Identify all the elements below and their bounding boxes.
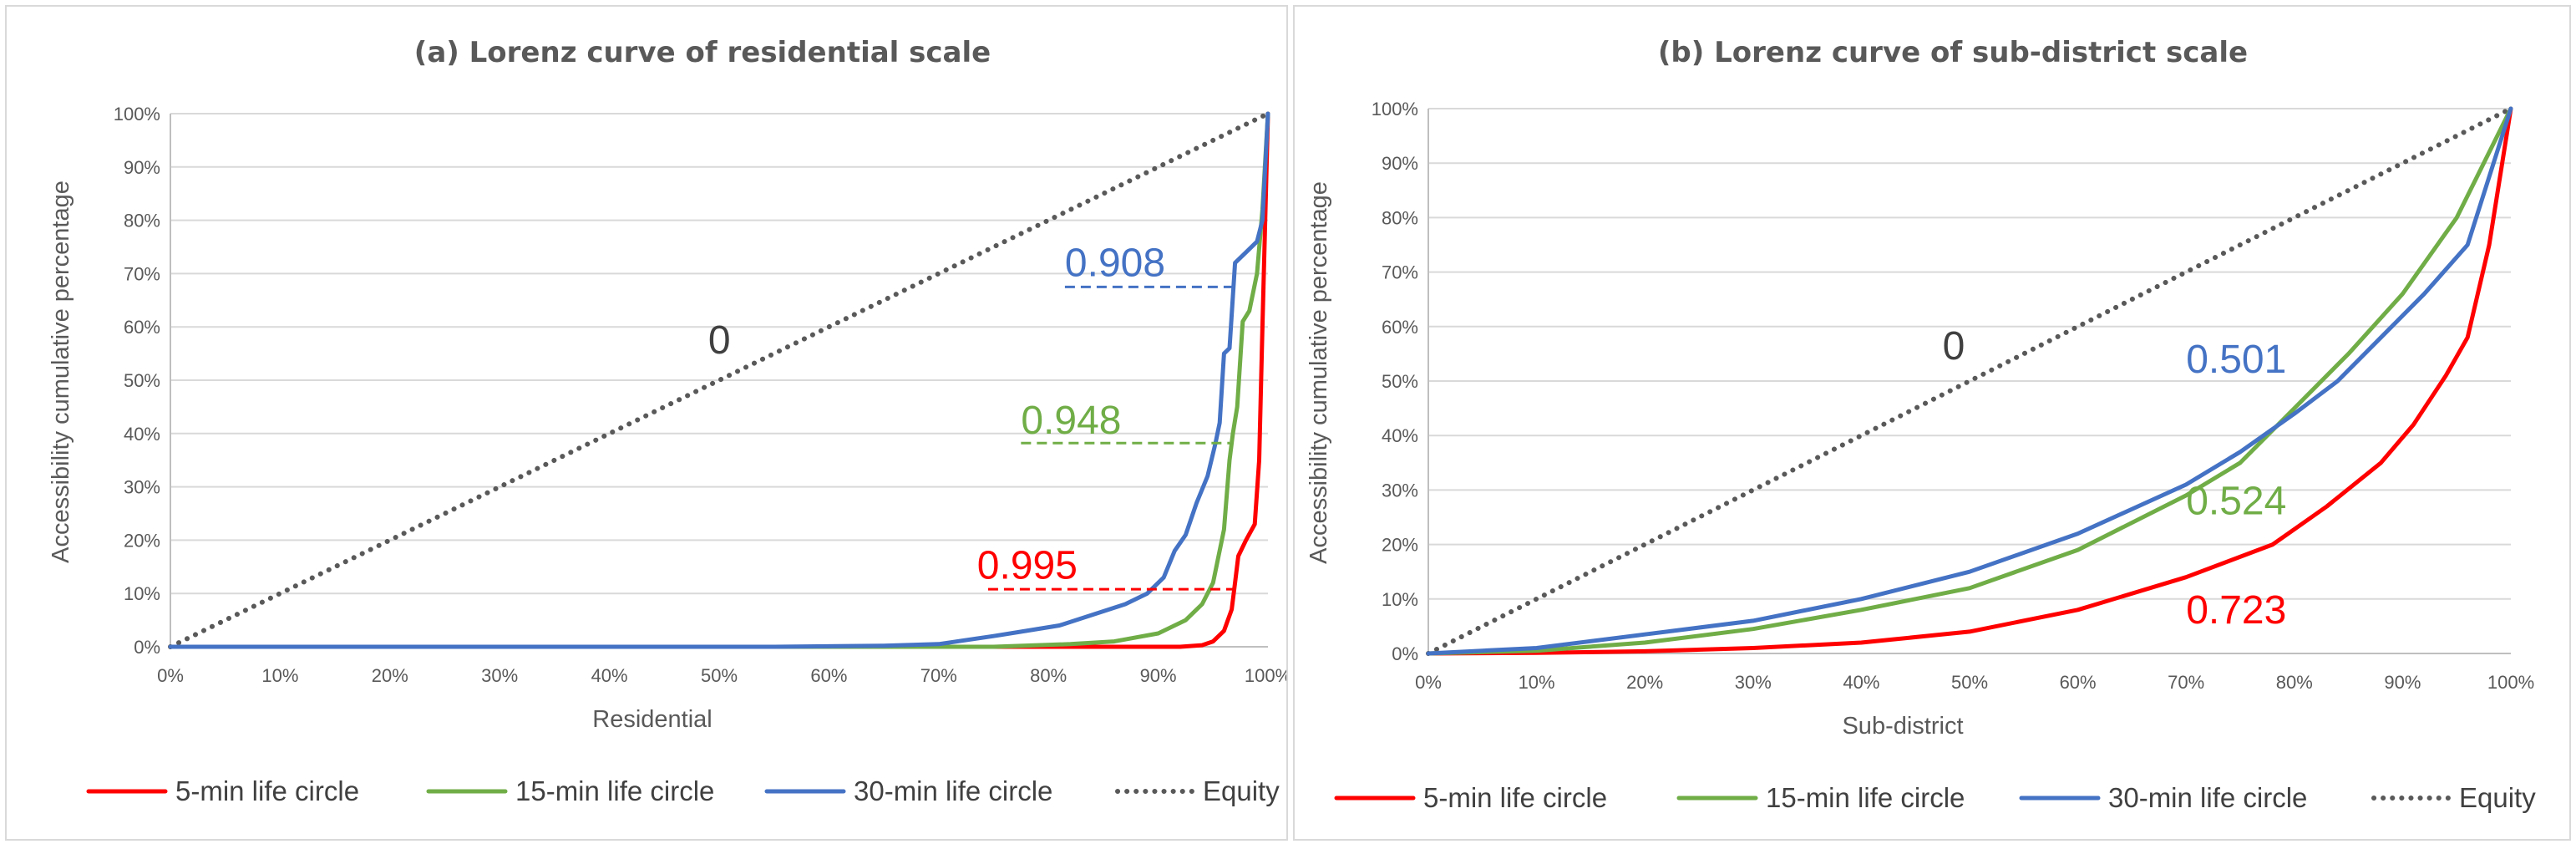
legend-label: 30-min life circle: [2108, 782, 2307, 813]
series-line-equity: [1426, 106, 2513, 656]
x-tick-label: 70%: [920, 665, 957, 686]
x-tick-label: 100%: [1245, 665, 1286, 686]
y-tick-label: 60%: [1382, 317, 1418, 338]
y-tick-label: 0%: [134, 637, 160, 658]
x-tick-label: 10%: [261, 665, 298, 686]
x-tick-label: 10%: [1519, 672, 1555, 693]
x-axis-label: Sub-district: [1842, 713, 1963, 740]
gini-annotation: 0.524: [2186, 480, 2286, 524]
series-line-15-min-life-circle: [1426, 106, 2513, 656]
x-tick-label: 100%: [2487, 672, 2534, 693]
gini-annotation: 0: [1943, 324, 1965, 369]
x-tick-label: 80%: [1030, 665, 1067, 686]
legend-label: 30-min life circle: [854, 775, 1052, 806]
y-axis-label: Accessibility cumulative percentage: [48, 180, 74, 563]
lorenz-chart-residential: (a) Lorenz curve of residential scale 0% 1…: [48, 36, 1286, 806]
y-tick-label: 40%: [124, 424, 160, 445]
x-tick-label: 20%: [1626, 672, 1663, 693]
y-tick-label: 70%: [124, 263, 160, 284]
legend-label: 15-min life circle: [515, 775, 714, 806]
gini-annotation: 0.948: [1021, 399, 1121, 443]
legend-label: 15-min life circle: [1766, 782, 1965, 813]
gini-annotation: 0.723: [2186, 588, 2286, 633]
legend-label: 5-min life circle: [175, 775, 359, 806]
gini-annotation: 0.995: [977, 543, 1078, 587]
series-line-30-min-life-circle: [1426, 106, 2513, 656]
x-tick-label: 80%: [2276, 672, 2313, 693]
legend-label: Equity: [2459, 782, 2536, 813]
x-axis-label: Residential: [592, 706, 712, 733]
x-tick-label: 40%: [591, 665, 628, 686]
y-tick-label: 60%: [124, 317, 160, 338]
y-tick-label: 0%: [1392, 643, 1418, 664]
x-tick-label: 30%: [481, 665, 518, 686]
x-tick-label: 60%: [810, 665, 847, 686]
y-tick-label: 100%: [1372, 99, 1418, 119]
y-tick-label: 100%: [114, 104, 160, 125]
series-line-15-min-life-circle: [168, 111, 1270, 649]
y-tick-label: 50%: [1382, 371, 1418, 392]
y-tick-label: 30%: [1382, 480, 1418, 501]
series-line-5-min-life-circle: [168, 111, 1270, 649]
y-tick-label: 90%: [1382, 153, 1418, 174]
y-tick-label: 90%: [124, 157, 160, 178]
chart-panel-a: (a) Lorenz curve of residential scale 0% 1…: [5, 5, 1288, 841]
x-tick-label: 90%: [2384, 672, 2421, 693]
legend-label: 5-min life circle: [1423, 782, 1607, 813]
series-line-30-min-life-circle: [168, 111, 1270, 649]
x-tick-label: 50%: [1951, 672, 1988, 693]
series-line-equity: [168, 111, 1270, 649]
y-tick-label: 50%: [124, 370, 160, 391]
x-tick-label: 0%: [1415, 672, 1442, 693]
x-tick-label: 60%: [2060, 672, 2097, 693]
y-tick-label: 10%: [124, 583, 160, 604]
y-tick-label: 70%: [1382, 262, 1418, 283]
x-tick-label: 20%: [372, 665, 408, 686]
chart-title: (b) Lorenz curve of sub-district scale: [1658, 36, 2248, 69]
y-tick-label: 10%: [1382, 589, 1418, 610]
gini-annotation: 0.908: [1065, 241, 1165, 286]
x-tick-label: 90%: [1140, 665, 1177, 686]
x-tick-label: 40%: [1843, 672, 1879, 693]
y-tick-label: 30%: [124, 477, 160, 498]
y-axis-label: Accessibility cumulative percentage: [1306, 181, 1332, 564]
lorenz-chart-sub-district: (b) Lorenz curve of sub-district scale 0%…: [1306, 36, 2536, 813]
x-tick-label: 70%: [2168, 672, 2204, 693]
x-tick-label: 0%: [157, 665, 184, 686]
y-tick-label: 80%: [124, 211, 160, 231]
y-tick-label: 20%: [124, 530, 160, 551]
series-line-5-min-life-circle: [1426, 106, 2513, 656]
chart-title: (a) Lorenz curve of residential scale: [414, 36, 991, 69]
gini-annotation: 0.501: [2186, 338, 2286, 382]
legend-label: Equity: [1203, 775, 1280, 806]
y-tick-label: 80%: [1382, 207, 1418, 228]
y-tick-label: 40%: [1382, 425, 1418, 446]
x-tick-label: 50%: [701, 665, 738, 686]
chart-panel-b: (b) Lorenz curve of sub-district scale 0%…: [1293, 5, 2571, 841]
gini-annotation: 0: [708, 318, 731, 363]
y-tick-label: 20%: [1382, 535, 1418, 556]
x-tick-label: 30%: [1735, 672, 1772, 693]
